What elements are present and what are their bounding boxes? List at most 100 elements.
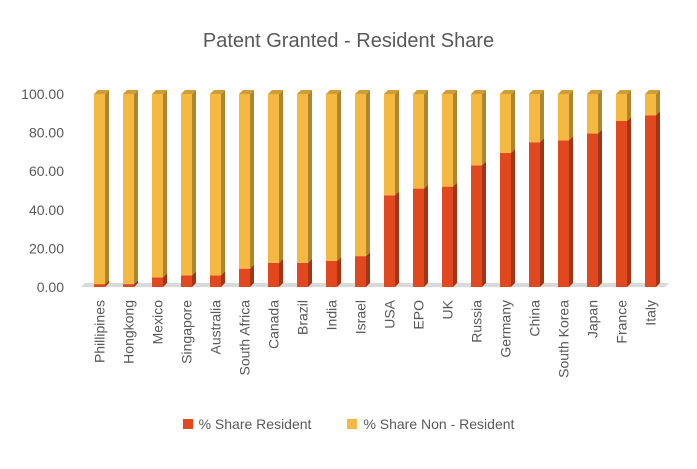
- bar-resident: [210, 275, 221, 287]
- bar-non-resident: [587, 94, 598, 134]
- x-tick-label: Japan: [585, 300, 601, 338]
- bar-non-resident: [152, 94, 163, 278]
- x-tick-label: Russia: [469, 300, 485, 343]
- y-tick-label: 100.00: [21, 86, 64, 102]
- bar-non-resident: [471, 94, 482, 166]
- bar-non-resident: [297, 94, 308, 263]
- bar-non-resident-side: [279, 90, 283, 263]
- bar-resident: [616, 121, 627, 288]
- x-tick-label: Singapore: [179, 300, 195, 364]
- bar-non-resident-top: [558, 90, 573, 94]
- bar-resident: [471, 165, 482, 287]
- chart-title: Patent Granted - Resident Share: [202, 30, 495, 52]
- bar-resident-side: [279, 258, 283, 287]
- bar-resident: [558, 140, 569, 287]
- x-tick-label: USA: [382, 299, 398, 328]
- bar-non-resident-side: [105, 90, 109, 285]
- bar-resident-side: [395, 191, 399, 287]
- legend-item-resident: % Share Resident: [182, 416, 312, 432]
- bar-non-resident: [355, 94, 366, 257]
- bar-non-resident-top: [297, 90, 312, 94]
- bar-resident-side: [221, 271, 225, 287]
- legend-item-non-resident: % Share Non - Resident: [347, 416, 514, 432]
- bar-resident-side: [511, 148, 515, 287]
- x-tick-label: India: [324, 300, 340, 331]
- bar-resident-side: [627, 117, 631, 288]
- bar-non-resident-side: [221, 90, 225, 276]
- x-tick-label: Canada: [266, 300, 282, 349]
- bar-resident-side: [366, 252, 370, 287]
- legend: % Share Resident % Share Non - Resident: [0, 416, 697, 432]
- bar-non-resident-side: [482, 90, 486, 166]
- x-tick-label: Italy: [643, 300, 659, 326]
- bar-non-resident: [529, 94, 540, 143]
- chart-floor: [81, 283, 669, 287]
- y-tick-label: 0.00: [37, 279, 64, 295]
- bar-non-resident-top: [442, 90, 457, 94]
- bar-resident: [326, 260, 337, 287]
- bar-resident-side: [192, 271, 196, 287]
- bar-resident: [442, 186, 453, 287]
- bar-resident: [239, 268, 250, 287]
- bar-non-resident-side: [337, 90, 341, 261]
- bar-resident-side: [569, 136, 573, 287]
- y-tick-label: 40.00: [29, 202, 64, 218]
- bar-resident-side: [453, 182, 457, 287]
- bar-non-resident-side: [540, 90, 544, 143]
- bar-non-resident: [326, 94, 337, 261]
- bar-resident: [123, 284, 134, 287]
- bar-resident: [384, 195, 395, 287]
- x-tick-label: South Korea: [556, 300, 572, 378]
- x-tick-label: China: [527, 300, 543, 337]
- x-tick-label: Phillipines: [92, 300, 108, 363]
- bar-non-resident: [558, 94, 569, 141]
- bar-non-resident-top: [152, 90, 167, 94]
- bar-non-resident: [123, 94, 134, 285]
- bar-non-resident-top: [181, 90, 196, 94]
- y-tick-label: 20.00: [29, 240, 64, 256]
- bar-non-resident-top: [587, 90, 602, 94]
- x-tick-label: Israel: [353, 300, 369, 334]
- legend-label-non-resident: % Share Non - Resident: [363, 416, 515, 432]
- bar-non-resident: [413, 94, 424, 189]
- bar-non-resident: [239, 94, 250, 269]
- x-tick-label: South Africa: [237, 300, 253, 376]
- x-tick-label: Brazil: [295, 300, 311, 335]
- legend-label-resident: % Share Resident: [198, 416, 312, 432]
- x-tick-label: Australia: [208, 300, 224, 355]
- bar-non-resident-top: [529, 90, 544, 94]
- bar-resident-side: [424, 184, 428, 287]
- bar-non-resident-top: [326, 90, 341, 94]
- bar-non-resident-top: [500, 90, 515, 94]
- bar-non-resident-top: [645, 90, 660, 94]
- bar-non-resident-side: [308, 90, 312, 263]
- bar-resident-side: [598, 129, 602, 287]
- bar-non-resident-side: [511, 90, 515, 153]
- bar-non-resident-top: [239, 90, 254, 94]
- bar-non-resident-top: [413, 90, 428, 94]
- bar-resident: [94, 284, 105, 287]
- bar-non-resident: [94, 94, 105, 285]
- bar-non-resident-side: [395, 90, 399, 196]
- bar-non-resident-top: [616, 90, 631, 94]
- bar-resident-side: [105, 280, 109, 287]
- bar-non-resident-top: [123, 90, 138, 94]
- bar-resident: [645, 115, 656, 287]
- bar-resident: [413, 188, 424, 287]
- bar-resident-side: [337, 256, 341, 287]
- y-tick-label: 60.00: [29, 163, 64, 179]
- bar-non-resident-side: [134, 90, 138, 285]
- bar-non-resident-side: [424, 90, 428, 189]
- x-tick-label: Hongkong: [121, 300, 137, 364]
- bar-non-resident-top: [471, 90, 486, 94]
- bar-non-resident: [268, 94, 279, 263]
- bar-non-resident-side: [366, 90, 370, 257]
- bar-non-resident-side: [569, 90, 573, 141]
- bar-non-resident-side: [656, 90, 660, 116]
- bar-resident: [500, 152, 511, 287]
- bar-resident-side: [308, 258, 312, 287]
- bar-non-resident: [210, 94, 221, 276]
- bar-resident: [297, 262, 308, 287]
- bar-resident-side: [540, 138, 544, 287]
